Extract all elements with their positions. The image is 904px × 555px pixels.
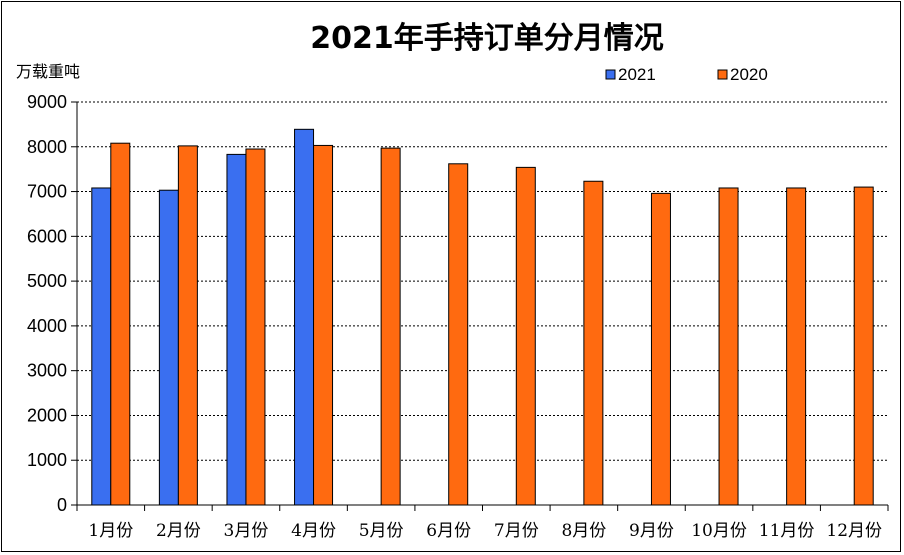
bar-2020-2 (177, 145, 198, 506)
bar-2021-1 (91, 187, 112, 506)
y-axis-label: 万载重吨 (16, 62, 80, 81)
y-tick-label: 8000 (27, 137, 67, 157)
x-tick-label: 6月份 (426, 521, 471, 541)
bar-2021-4 (294, 128, 315, 506)
x-tick-label: 7月份 (494, 521, 539, 541)
bar-2020-8 (583, 180, 604, 506)
y-tick-label: 2000 (27, 405, 67, 425)
x-tick-label: 12月份 (826, 521, 882, 541)
y-tick-label: 3000 (27, 361, 67, 381)
x-tick-label: 11月份 (759, 521, 815, 541)
x-tick-label: 10月份 (691, 521, 747, 541)
x-tick-label: 8月份 (561, 521, 606, 541)
x-tick-label: 4月份 (291, 521, 336, 541)
chart-title: 2021年手持订单分月情况 (310, 21, 664, 56)
bar-2020-3 (245, 148, 266, 506)
y-tick-labels: 0 1000 2000 3000 4000 5000 6000 7000 8000 9000 (27, 92, 67, 515)
y-tick-label: 4000 (27, 316, 67, 336)
gridlines (77, 101, 888, 461)
bar-2020-9 (650, 192, 671, 506)
legend-swatch-2021 (605, 69, 616, 80)
y-tick-label: 6000 (27, 226, 67, 246)
bar-2021-2 (158, 189, 179, 506)
legend-label-2020: 2020 (730, 65, 768, 84)
x-tick-labels: 1月份 2月份 3月份 4月份 5月份 6月份 7月份 8月份 9月份 10月份 11月份 12月份 (88, 521, 882, 541)
y-tick-label: 1000 (27, 450, 67, 470)
bar-2020-4 (313, 144, 334, 506)
bar-2020-10 (718, 187, 739, 506)
x-tick-label: 2月份 (156, 521, 201, 541)
x-tick-label: 3月份 (224, 521, 269, 541)
bar-2020-12 (853, 186, 874, 506)
y-tick-label: 0 (57, 495, 67, 515)
x-tick-label: 5月份 (359, 521, 404, 541)
x-tick-label: 9月份 (629, 521, 674, 541)
bar-2020-6 (448, 163, 469, 506)
y-tick-label: 9000 (27, 92, 67, 112)
bar-2020-5 (380, 147, 401, 506)
axes (71, 101, 889, 511)
y-tick-label: 7000 (27, 182, 67, 202)
y-tick-label: 5000 (27, 271, 67, 291)
bar-2020-11 (786, 187, 807, 506)
bars (91, 128, 874, 506)
bar-2020-1 (110, 142, 131, 506)
legend-swatch-2020 (717, 69, 728, 80)
bar-2020-7 (515, 166, 536, 506)
legend: 2021 2020 (605, 65, 768, 84)
bar-2021-3 (226, 153, 247, 506)
legend-label-2021: 2021 (618, 65, 656, 84)
x-tick-label: 1月份 (88, 521, 133, 541)
